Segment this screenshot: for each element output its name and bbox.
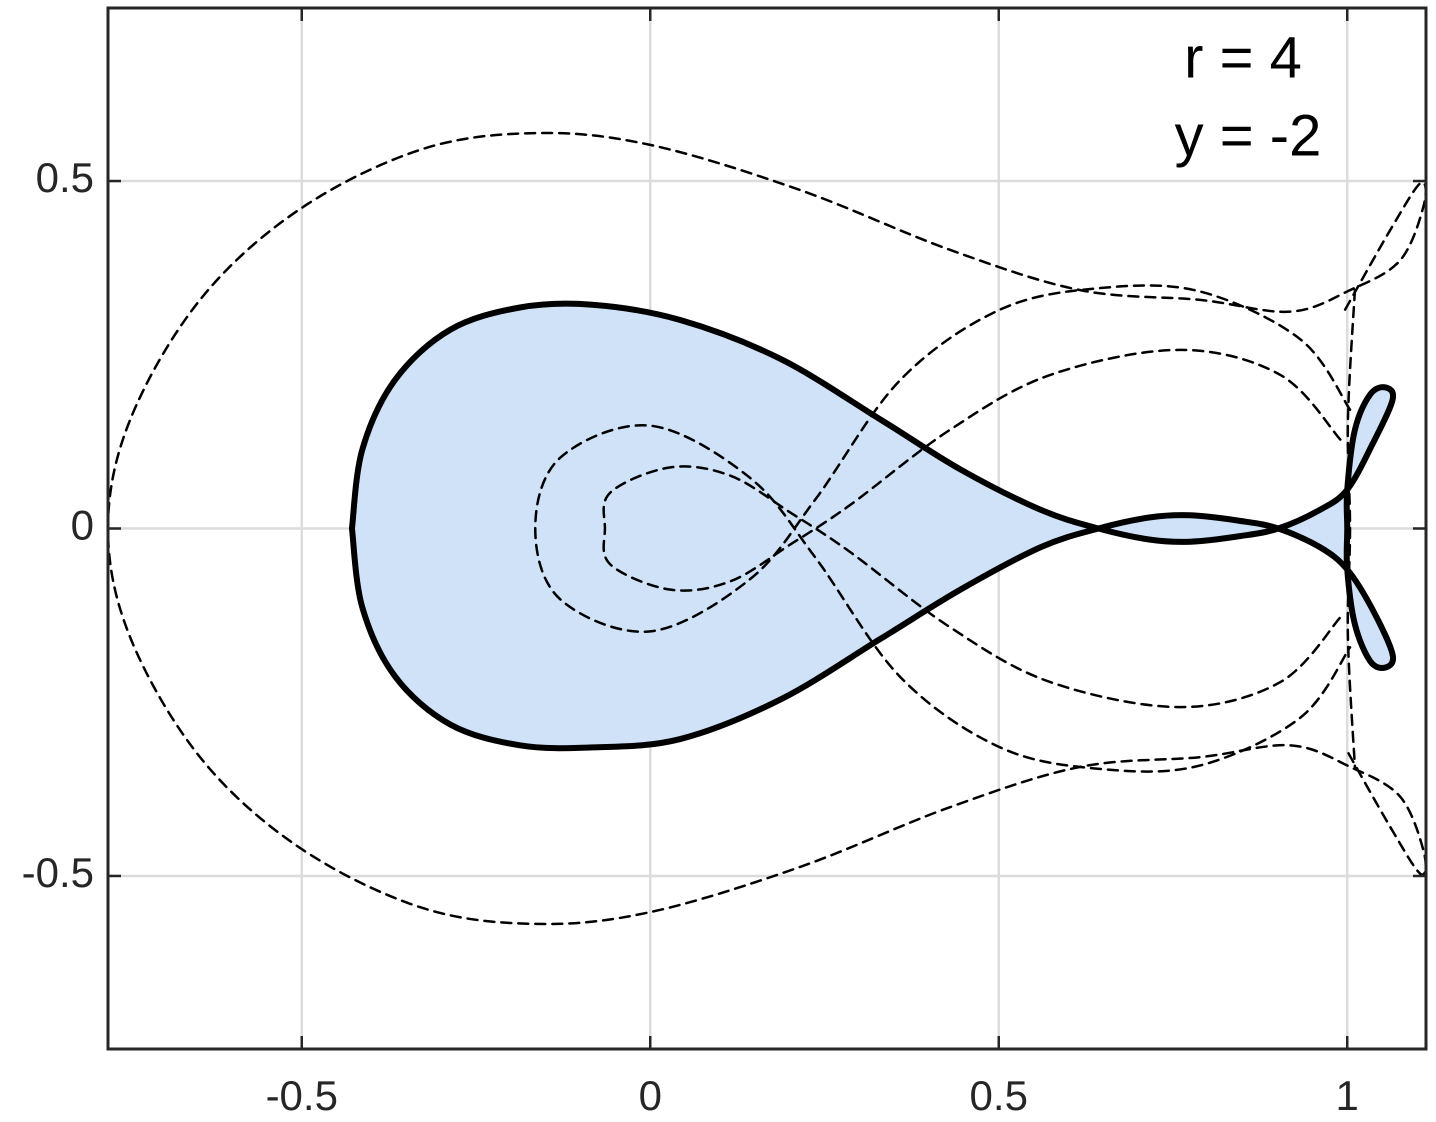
y-tick-label: 0.5 (36, 154, 94, 201)
y-tick-label: 0 (71, 502, 94, 549)
axes: -0.5 0 0.5 1 -0.5 0 0.5 (22, 6, 1428, 1119)
plot-area (108, 131, 1426, 926)
filled-region (351, 303, 1394, 749)
x-tick-label: 0 (639, 1072, 662, 1119)
annotation: y = -2 (1175, 103, 1322, 168)
x-tick-label: 0.5 (970, 1072, 1028, 1119)
y-tick-label: -0.5 (22, 849, 94, 896)
x-tick-label: 1 (1336, 1072, 1359, 1119)
dashed-curve (1346, 288, 1357, 769)
dashed-curve (534, 284, 1352, 773)
x-tick-label: -0.5 (266, 1072, 338, 1119)
dashed-curve (108, 131, 1426, 926)
solid-curve (348, 300, 1397, 752)
axes-box (106, 6, 1428, 1051)
dashed-curve (602, 348, 1342, 709)
annotation: r = 4 (1184, 25, 1302, 90)
